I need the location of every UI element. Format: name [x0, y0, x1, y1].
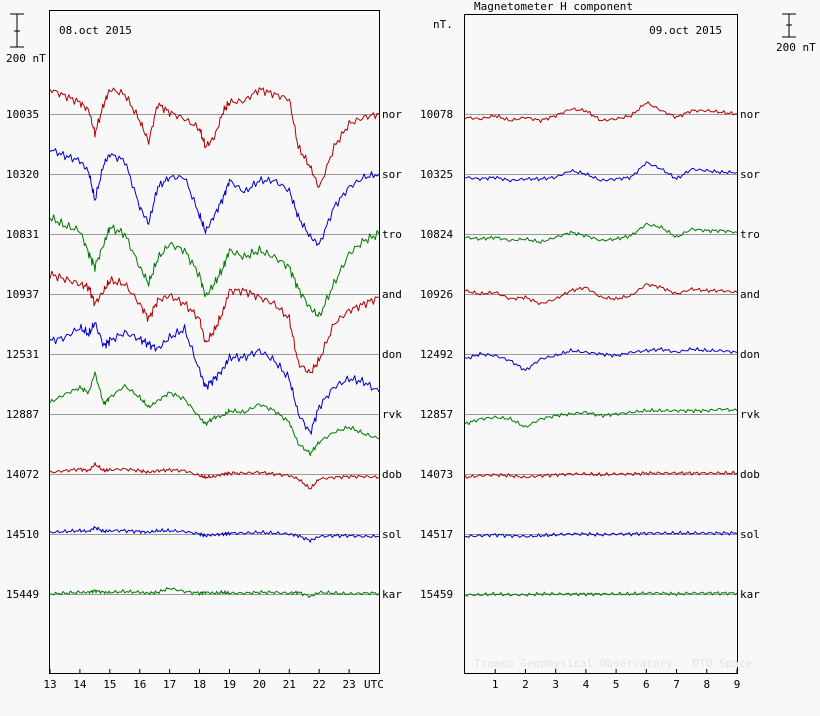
station-label-kar: kar [740, 588, 760, 601]
baseline-value-nor: 10035 [6, 108, 39, 121]
series-line-sol [464, 530, 738, 538]
x-tick-label: 17 [163, 678, 176, 691]
x-tick-label: 13 [43, 678, 56, 691]
station-label-sol: sol [740, 528, 760, 541]
series-line-sor [464, 161, 738, 183]
station-label-sol: sol [382, 528, 402, 541]
baseline-value-dob: 14072 [6, 468, 39, 481]
x-tick-label: 9 [734, 678, 741, 691]
panel-date-right: 09.oct 2015 [649, 24, 722, 37]
panel-frame-right [464, 14, 738, 674]
station-label-rvk: rvk [740, 408, 760, 421]
station-label-don: don [740, 348, 760, 361]
station-label-nor: nor [740, 108, 760, 121]
scale-bar-left [10, 13, 24, 48]
panel-left: 10035 nor 10320 sor 10831 tro 10937 and 12531 don… [6, 87, 402, 691]
station-label-and: and [382, 288, 402, 301]
x-tick-label: 1 [492, 678, 499, 691]
x-tick-label: 2 [522, 678, 529, 691]
series-line-rvk [464, 407, 738, 428]
series-line-rvk [49, 371, 380, 457]
baseline-value-sor: 10325 [420, 168, 453, 181]
baseline-value-and: 10937 [6, 288, 39, 301]
series-line-nor [464, 101, 738, 123]
x-tick-label: 18 [193, 678, 206, 691]
series-line-tro [49, 214, 380, 317]
series-line-and [49, 270, 380, 374]
x-tick-label: 15 [103, 678, 116, 691]
series-line-don [464, 347, 738, 371]
station-label-don: don [382, 348, 402, 361]
station-label-tro: tro [740, 228, 760, 241]
series-line-tro [464, 222, 738, 244]
x-tick-label: 5 [613, 678, 620, 691]
baseline-value-sor: 10320 [6, 168, 39, 181]
station-label-sor: sor [382, 168, 402, 181]
x-tick-label: 4 [583, 678, 590, 691]
series-line-sol [49, 525, 380, 543]
baseline-value-kar: 15449 [6, 588, 39, 601]
baseline-value-sol: 14510 [6, 528, 39, 541]
baseline-value-rvk: 12887 [6, 408, 39, 421]
x-tick-label: 6 [643, 678, 650, 691]
x-tick-label: 16 [133, 678, 146, 691]
baseline-value-tro: 10824 [420, 228, 453, 241]
x-tick-label: 21 [283, 678, 296, 691]
station-label-tro: tro [382, 228, 402, 241]
x-tick-label: 8 [703, 678, 710, 691]
panel-frame-left [49, 10, 380, 674]
unit-label: nT. [433, 18, 453, 31]
baseline-value-tro: 10831 [6, 228, 39, 241]
x-tick-label: 19 [223, 678, 236, 691]
series-line-kar [464, 591, 738, 597]
station-label-dob: dob [382, 468, 402, 481]
scale-bar-left-label: 200 nT [6, 52, 46, 65]
series-line-kar [49, 587, 380, 598]
panel-date-left: 08.oct 2015 [59, 24, 132, 37]
series-line-sor [49, 148, 380, 246]
baseline-value-kar: 15459 [420, 588, 453, 601]
baseline-value-dob: 14073 [420, 468, 453, 481]
series-line-dob [49, 462, 380, 490]
station-label-dob: dob [740, 468, 760, 481]
baseline-value-don: 12492 [420, 348, 453, 361]
station-label-sor: sor [740, 168, 760, 181]
x-tick-label: 22 [313, 678, 326, 691]
x-tick-label: 23 [342, 678, 355, 691]
station-label-kar: kar [382, 588, 402, 601]
station-label-rvk: rvk [382, 408, 402, 421]
baseline-value-nor: 10078 [420, 108, 453, 121]
series-line-and [464, 283, 738, 306]
x-tick-label: 7 [673, 678, 680, 691]
scale-bar-right [782, 13, 796, 38]
station-label-nor: nor [382, 108, 402, 121]
series-line-nor [49, 87, 380, 188]
x-tick-label: 14 [73, 678, 87, 691]
chart-title: Magnetometer H component [474, 0, 633, 13]
baseline-value-rvk: 12857 [420, 408, 453, 421]
series-line-don [49, 322, 380, 435]
baseline-value-don: 12531 [6, 348, 39, 361]
x-tick-label: 3 [552, 678, 559, 691]
scale-bar-right-label: 200 nT [776, 41, 816, 54]
x-unit-label: UTC [364, 678, 384, 691]
x-tick-label: 20 [253, 678, 266, 691]
baseline-value-and: 10926 [420, 288, 453, 301]
panel-right: 10078 nor 10325 sor 10824 tro 10926 and 12492 don… [420, 101, 760, 691]
credit-text: Tromso Geophysical Observatory - DTU Spa… [474, 657, 752, 670]
series-line-dob [464, 470, 738, 479]
baseline-value-sol: 14517 [420, 528, 453, 541]
station-label-and: and [740, 288, 760, 301]
